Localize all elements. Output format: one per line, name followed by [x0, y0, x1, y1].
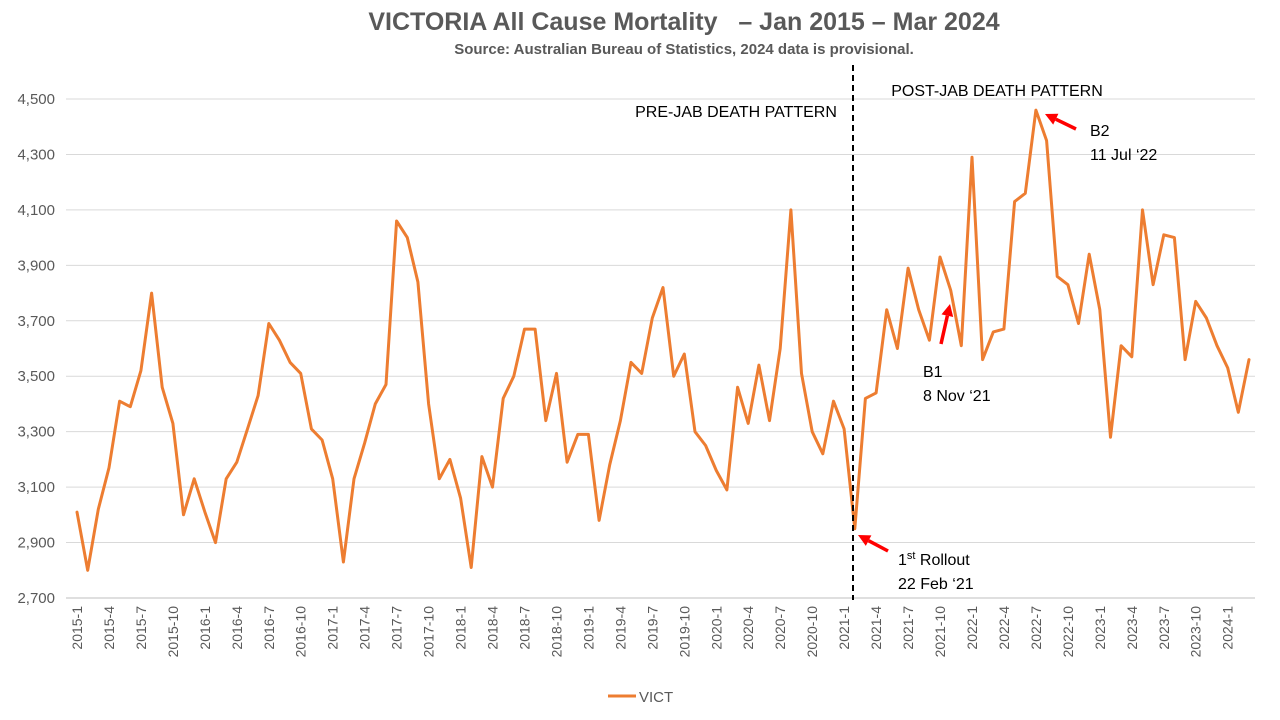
chart-title: VICTORIA All Cause Mortality – Jan 2015 …: [368, 8, 999, 36]
x-tick-label: 2018-1: [453, 606, 469, 650]
x-tick-label: 2022-1: [964, 606, 980, 650]
y-tick-label: 3,300: [17, 424, 55, 441]
pre-jab-label: PRE-JAB DEATH PATTERN: [635, 104, 837, 121]
x-tick-label: 2023-7: [1156, 606, 1172, 650]
x-tick-label: 2019-7: [644, 606, 660, 650]
x-tick-label: 2018-10: [549, 606, 565, 658]
y-tick-label: 4,500: [17, 91, 55, 108]
x-tick-label: 2015-1: [69, 606, 85, 650]
x-tick-label: 2021-1: [836, 606, 852, 650]
x-tick-label: 2023-4: [1124, 606, 1140, 650]
y-tick-label: 3,900: [17, 257, 55, 274]
x-tick-label: 2021-10: [932, 606, 948, 658]
b2-arrow-head: [1045, 113, 1059, 125]
rollout-arrow: [858, 535, 889, 553]
b1-label: B1: [923, 364, 943, 381]
x-tick-label: 2019-4: [612, 606, 628, 650]
b2-arrow-shaft: [1055, 117, 1077, 131]
y-tick-label: 3,500: [17, 368, 55, 385]
x-tick-label: 2020-4: [740, 606, 756, 650]
x-tick-label: 2016-4: [229, 606, 245, 650]
series-line-vict: [75, 108, 1251, 572]
gridlines: [66, 98, 1255, 599]
series-layer: [75, 108, 1251, 572]
chart-subtitle: Source: Australian Bureau of Statistics,…: [454, 41, 914, 58]
x-tick-label: 2016-1: [197, 606, 213, 650]
y-tick-label: 4,300: [17, 146, 55, 163]
b2-arrow: [1045, 113, 1077, 131]
b2-label: B2: [1090, 123, 1110, 140]
x-tick-label: 2016-7: [261, 606, 277, 650]
rollout-arrow-head: [858, 535, 872, 546]
x-tick-label: 2019-10: [676, 606, 692, 658]
x-tick-label: 2016-10: [293, 606, 309, 658]
legend-label: VICT: [639, 689, 673, 706]
x-tick-label: 2017-4: [357, 606, 373, 650]
rollout-label-word: Rollout: [915, 552, 970, 569]
x-tick-label: 2022-4: [996, 606, 1012, 650]
b2-date: 11 Jul ‘22: [1090, 147, 1157, 164]
x-tick-label: 2015-7: [133, 606, 149, 650]
y-axis-ticks: 2,700 2,900 3,100 3,300 3,500 3,700 3,900 4,100…: [17, 91, 55, 607]
y-tick-label: 2,700: [17, 590, 55, 607]
y-tick-label: 4,100: [17, 202, 55, 219]
y-tick-label: 3,100: [17, 479, 55, 496]
x-tick-label: 2017-7: [389, 606, 405, 650]
rollout-date: 22 Feb ‘21: [898, 576, 974, 593]
b1-arrow-head: [941, 304, 954, 317]
x-tick-label: 2021-7: [900, 606, 916, 650]
y-tick-label: 2,900: [17, 535, 55, 552]
rollout-label: 1st Rollout: [898, 550, 970, 569]
x-tick-label: 2019-1: [580, 606, 596, 650]
x-axis-ticks: 2015-1 2015-4 2015-7 2015-10 2016-1 2016-4 201…: [69, 606, 1236, 658]
x-tick-label: 2018-4: [485, 606, 501, 650]
x-tick-label: 2022-7: [1028, 606, 1044, 650]
x-tick-label: 2022-10: [1060, 606, 1076, 658]
x-tick-label: 2018-7: [517, 606, 533, 650]
b1-arrow-shaft: [939, 315, 950, 345]
x-tick-label: 2023-1: [1092, 606, 1108, 650]
x-tick-label: 2020-10: [804, 606, 820, 658]
post-jab-label: POST-JAB DEATH PATTERN: [891, 83, 1103, 100]
rollout-label-prefix: 1: [898, 552, 907, 569]
annotation-arrows: [858, 113, 1077, 553]
x-tick-label: 2021-4: [868, 606, 884, 650]
rollout-arrow-shaft: [867, 539, 889, 553]
y-tick-label: 3,700: [17, 313, 55, 330]
x-tick-label: 2017-10: [421, 606, 437, 658]
x-tick-label: 2017-1: [325, 606, 341, 650]
rollout-label-sup: st: [907, 550, 916, 562]
x-tick-label: 2015-10: [165, 606, 181, 658]
x-tick-label: 2015-4: [101, 606, 117, 650]
x-tick-label: 2024-1: [1220, 606, 1236, 650]
x-tick-label: 2020-1: [708, 606, 724, 650]
x-tick-label: 2023-10: [1188, 606, 1204, 658]
b1-arrow: [939, 304, 954, 345]
b1-date: 8 Nov ‘21: [923, 388, 991, 405]
x-tick-label: 2020-7: [772, 606, 788, 650]
